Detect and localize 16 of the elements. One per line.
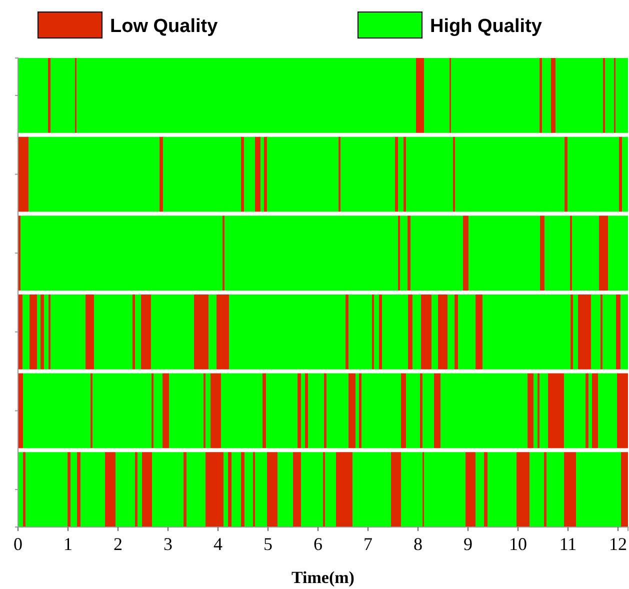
x-tick-label: 7 — [364, 534, 372, 554]
x-tick-label: 11 — [559, 534, 577, 554]
legend-label: Low Quality — [110, 16, 218, 37]
x-tick-label: 9 — [464, 534, 472, 554]
x-tick-label: 1 — [64, 534, 72, 554]
x-tick-label: 8 — [414, 534, 422, 554]
x-tick-label: 2 — [114, 534, 122, 554]
x-tick-label: 6 — [314, 534, 322, 554]
x-tick-label: 12 — [609, 534, 627, 554]
x-tick-label: 0 — [14, 534, 22, 554]
x-tick-label: 3 — [164, 534, 172, 554]
x-tick-label: 5 — [264, 534, 272, 554]
text: High Quality — [430, 16, 542, 37]
x-axis-title: Time(m) — [292, 568, 354, 587]
x-tick-label: 10 — [509, 534, 527, 554]
x-tick-label: 4 — [214, 534, 222, 554]
